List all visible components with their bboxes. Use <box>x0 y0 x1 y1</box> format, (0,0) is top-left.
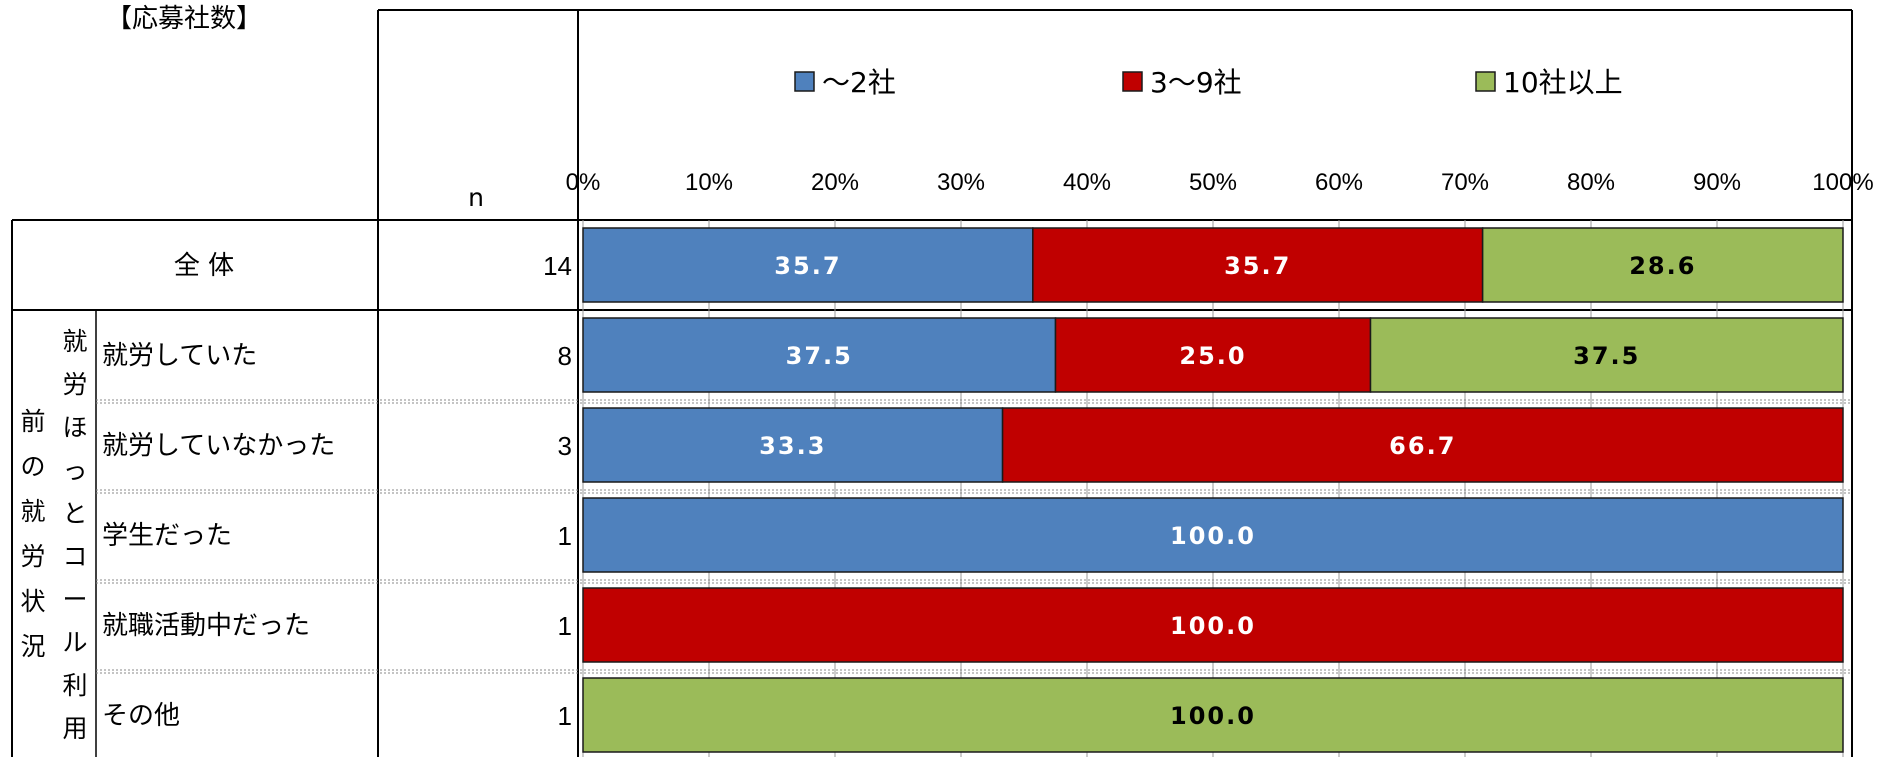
tick-labels: 0% 10% 20% 30% 40% 50% 60% 70% 80% 90% 100% <box>566 169 1874 196</box>
x-tick-label: 50% <box>1189 169 1237 196</box>
group-label-char: 労 <box>20 542 45 571</box>
data-label: 37.5 <box>786 342 853 370</box>
bar-segment <box>1032 227 1484 303</box>
data-label: 66.7 <box>1389 432 1456 460</box>
group-sublabel-char: 就 <box>62 327 87 356</box>
data-label: 100.0 <box>1170 522 1256 550</box>
data-label: 35.7 <box>774 252 841 280</box>
bar-segment <box>582 497 1844 573</box>
n-values: 14 8 3 1 1 1 <box>543 251 572 731</box>
legend-label: ～2社 <box>822 66 896 99</box>
x-tick-label: 40% <box>1063 169 1111 196</box>
n-value: 1 <box>558 611 572 641</box>
bar-segment <box>1001 407 1844 483</box>
x-tick-label: 10% <box>685 169 733 196</box>
data-label: 100.0 <box>1170 702 1256 730</box>
data-label: 100.0 <box>1170 612 1256 640</box>
group-label-char: 就 <box>20 497 45 526</box>
data-label: 33.3 <box>759 432 826 460</box>
x-tick-label: 60% <box>1315 169 1363 196</box>
category-label: 就労していなかった <box>102 431 335 461</box>
group-sublabel-char: っ <box>62 456 87 485</box>
group-sublabel-char: ー <box>62 585 87 614</box>
n-value: 1 <box>558 701 572 731</box>
legend-swatch <box>1475 71 1496 92</box>
legend-label: 10社以上 <box>1503 66 1623 99</box>
legend-swatch <box>794 71 815 92</box>
category-label: 学生だった <box>102 521 232 551</box>
group-sublabel-char: 利 <box>62 671 87 700</box>
group-label-char: 状 <box>20 587 45 616</box>
group-label-char: の <box>20 452 45 481</box>
data-label: 37.5 <box>1573 342 1640 370</box>
bar-segment <box>582 407 1004 483</box>
data-label: 25.0 <box>1179 342 1246 370</box>
chart-caption: 【応募社数】 <box>106 4 262 34</box>
row-separators <box>96 399 1852 674</box>
group-sublabel-char: 用 <box>62 714 87 743</box>
group-label-char: 前 <box>20 407 45 436</box>
data-label: 28.6 <box>1629 252 1696 280</box>
n-value: 8 <box>558 341 572 371</box>
n-value: 3 <box>558 431 572 461</box>
category-label: 就労していた <box>102 341 257 371</box>
x-tick-label: 30% <box>937 169 985 196</box>
category-label-total: 全 体 <box>174 251 234 281</box>
x-tick-label: 0% <box>566 169 601 196</box>
x-tick-label: 100% <box>1812 169 1873 196</box>
gridlines <box>582 220 1844 757</box>
legend-label: 3～9社 <box>1150 66 1242 99</box>
group-sublabel-char: ほ <box>62 413 87 442</box>
n-value: 1 <box>558 521 572 551</box>
x-tick-label: 70% <box>1441 169 1489 196</box>
category-label: その他 <box>102 701 180 731</box>
legend-swatch <box>1122 71 1143 92</box>
n-value: 14 <box>543 251 572 281</box>
legend: ～2社 3～9社 10社以上 <box>794 66 1623 99</box>
category-label: 就職活動中だった <box>102 611 310 641</box>
group-sublabel-char: ル <box>62 628 87 657</box>
x-tick-label: 80% <box>1567 169 1615 196</box>
bar-segment <box>582 227 1034 303</box>
bar-segment <box>1481 227 1844 303</box>
group-sublabel-char: 労 <box>62 370 87 399</box>
labels: 35.7 35.7 28.6 37.5 25.0 37.5 33.3 66.7 100.0 100… <box>759 252 1696 730</box>
bar-segment <box>1054 317 1372 393</box>
bar-segment <box>582 677 1844 753</box>
bars <box>582 227 1844 753</box>
data-label: 35.7 <box>1224 252 1291 280</box>
n-column-header: n <box>468 183 484 212</box>
x-tick-label: 90% <box>1693 169 1741 196</box>
bar-segment <box>1369 317 1844 393</box>
table-frame <box>11 9 1853 757</box>
bar-segment <box>582 587 1844 663</box>
group-label-char: 況 <box>20 632 45 661</box>
x-tick-label: 20% <box>811 169 859 196</box>
group-sublabel-char: と <box>62 499 87 528</box>
group-sublabel-char: コ <box>62 542 87 571</box>
